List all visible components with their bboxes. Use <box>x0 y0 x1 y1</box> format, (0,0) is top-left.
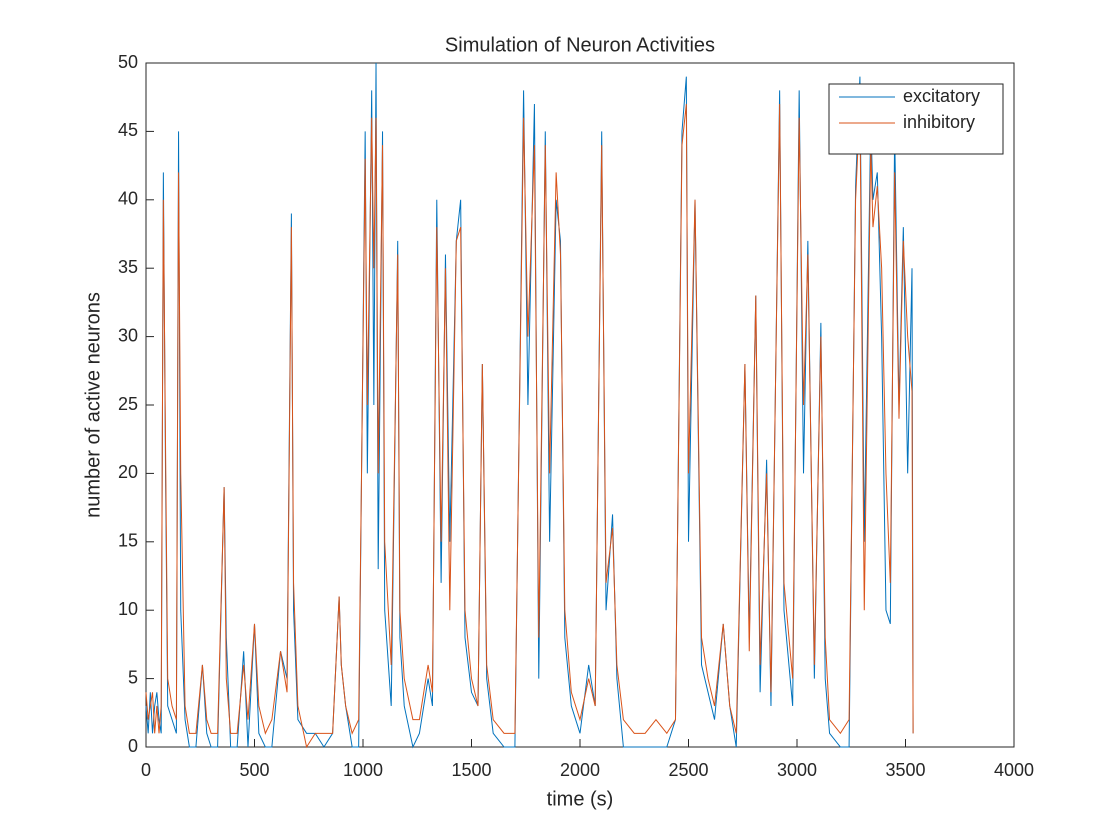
legend-label: inhibitory <box>903 112 975 132</box>
y-axis-label: number of active neurons <box>82 292 104 518</box>
y-tick-label: 25 <box>118 394 138 414</box>
y-tick-label: 40 <box>118 189 138 209</box>
y-tick-label: 10 <box>118 599 138 619</box>
legend: excitatory inhibitory <box>828 83 1004 155</box>
x-tick-label: 0 <box>141 760 151 780</box>
x-tick-label: 3500 <box>885 760 925 780</box>
x-axis-label: time (s) <box>547 788 614 810</box>
y-tick-label: 5 <box>128 667 138 687</box>
y-tick-label: 45 <box>118 120 138 140</box>
series-line <box>145 103 914 749</box>
y-tick-label: 30 <box>118 325 138 345</box>
x-tick-label: 500 <box>239 760 269 780</box>
x-tick-label: 2000 <box>560 760 600 780</box>
y-tick-label: 0 <box>128 736 138 756</box>
x-tick-label: 3000 <box>777 760 817 780</box>
legend-label: excitatory <box>903 86 980 106</box>
legend-box <box>828 83 1004 155</box>
y-tick-label: 20 <box>118 462 138 482</box>
chart-title: Simulation of Neuron Activities <box>445 34 715 56</box>
x-tick-label: 1000 <box>343 760 383 780</box>
x-tick-label: 1500 <box>451 760 491 780</box>
y-tick-label: 15 <box>118 531 138 551</box>
lines <box>145 62 914 749</box>
plot-area <box>145 62 1015 748</box>
y-tick-label: 50 <box>118 52 138 72</box>
x-tick-label: 4000 <box>994 760 1034 780</box>
x-tick-label: 2500 <box>668 760 708 780</box>
y-tick-label: 35 <box>118 257 138 277</box>
